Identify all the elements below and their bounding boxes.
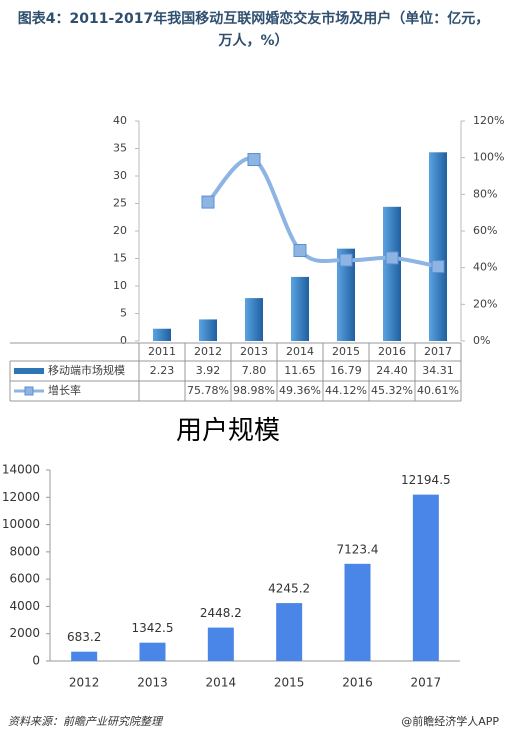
bar <box>337 248 355 341</box>
bar <box>383 206 401 341</box>
y-tick-label: 20 <box>113 224 127 237</box>
bar <box>71 651 98 661</box>
table-value: 44.12% <box>325 384 367 397</box>
table-value: 40.61% <box>417 384 459 397</box>
y-tick-label: 2000 <box>9 626 40 640</box>
x-tick-label: 2015 <box>332 345 360 358</box>
y-tick-label: 10 <box>113 279 127 292</box>
x-tick-label: 2017 <box>424 345 452 358</box>
bar <box>291 276 309 341</box>
y-tick-label: 0 <box>120 334 127 347</box>
y2-tick-label: 0% <box>473 334 490 347</box>
line-marker <box>201 195 215 209</box>
bar <box>207 627 234 661</box>
y2-tick-label: 60% <box>473 224 497 237</box>
table-value: 34.31 <box>422 364 454 377</box>
value-label: 1342.5 <box>132 621 174 635</box>
y2-tick-label: 100% <box>473 151 504 164</box>
y2-tick-label: 20% <box>473 297 497 310</box>
table-value: 11.65 <box>284 364 316 377</box>
value-label: 4245.2 <box>268 582 310 596</box>
bar <box>153 328 171 341</box>
y-tick-label: 40 <box>113 114 127 127</box>
bar <box>344 563 371 661</box>
legend-swatch <box>24 386 34 396</box>
legend-swatch <box>14 368 44 374</box>
x-tick-label: 2016 <box>378 345 406 358</box>
y-tick-label: 25 <box>113 197 127 210</box>
source: 资料来源：前瞻产业研究院整理 <box>8 715 162 728</box>
legend-label: 增长率 <box>48 383 81 397</box>
y-tick-label: 10000 <box>2 517 40 531</box>
x-tick-label: 2012 <box>69 676 100 690</box>
value-label: 683.2 <box>67 630 101 644</box>
table-value: 24.40 <box>376 364 408 377</box>
y-tick-label: 8000 <box>9 544 40 558</box>
table-value: 2.23 <box>150 364 175 377</box>
line-marker <box>247 153 261 167</box>
line-marker <box>339 253 353 267</box>
y2-tick-label: 120% <box>473 114 504 127</box>
y2-tick-label: 40% <box>473 261 497 274</box>
bar <box>412 494 439 661</box>
page-title: 图表4：2011-2017年我国移动互联网婚恋交友市场及用户（单位：亿元，万人，… <box>17 11 490 49</box>
y-tick-label: 12000 <box>2 490 40 504</box>
table-value: 98.98% <box>233 384 275 397</box>
bar <box>139 642 166 661</box>
bar <box>429 152 447 341</box>
line <box>206 156 439 269</box>
y-tick-label: 35 <box>113 142 127 155</box>
y-tick-label: 30 <box>113 169 127 182</box>
y-tick-label: 0 <box>32 654 40 668</box>
x-tick-label: 2014 <box>286 345 314 358</box>
x-tick-label: 2015 <box>274 676 305 690</box>
y-tick-label: 4000 <box>9 599 40 613</box>
value-label: 2448.2 <box>200 606 242 620</box>
x-tick-label: 2014 <box>206 676 237 690</box>
line-marker <box>385 251 399 265</box>
value-label: 7123.4 <box>337 542 379 556</box>
table-value: 49.36% <box>279 384 321 397</box>
bar <box>276 603 303 661</box>
x-tick-label: 2011 <box>148 345 176 358</box>
table-value: 3.92 <box>196 364 221 377</box>
value-label: 12194.5 <box>401 473 451 487</box>
y-tick-label: 15 <box>113 252 127 265</box>
line-marker <box>293 244 307 258</box>
chart-title: 用户规模 <box>176 416 280 446</box>
y-tick-label: 14000 <box>2 463 40 477</box>
y2-tick-label: 80% <box>473 187 497 200</box>
table-value: 7.80 <box>242 364 267 377</box>
x-tick-label: 2013 <box>137 676 168 690</box>
y-tick-label: 5 <box>120 307 127 320</box>
bar <box>245 298 263 341</box>
table-value: 16.79 <box>330 364 362 377</box>
bar <box>199 319 217 341</box>
x-tick-label: 2016 <box>342 676 373 690</box>
x-tick-label: 2017 <box>411 676 442 690</box>
x-tick-label: 2012 <box>194 345 222 358</box>
legend-label: 移动端市场规模 <box>48 363 125 377</box>
brand: @前瞻经济学人APP <box>401 715 499 728</box>
x-tick-label: 2013 <box>240 345 268 358</box>
table-value: 75.78% <box>187 384 229 397</box>
y-tick-label: 6000 <box>9 572 40 586</box>
line-marker <box>431 260 445 274</box>
table-value: 45.32% <box>371 384 413 397</box>
